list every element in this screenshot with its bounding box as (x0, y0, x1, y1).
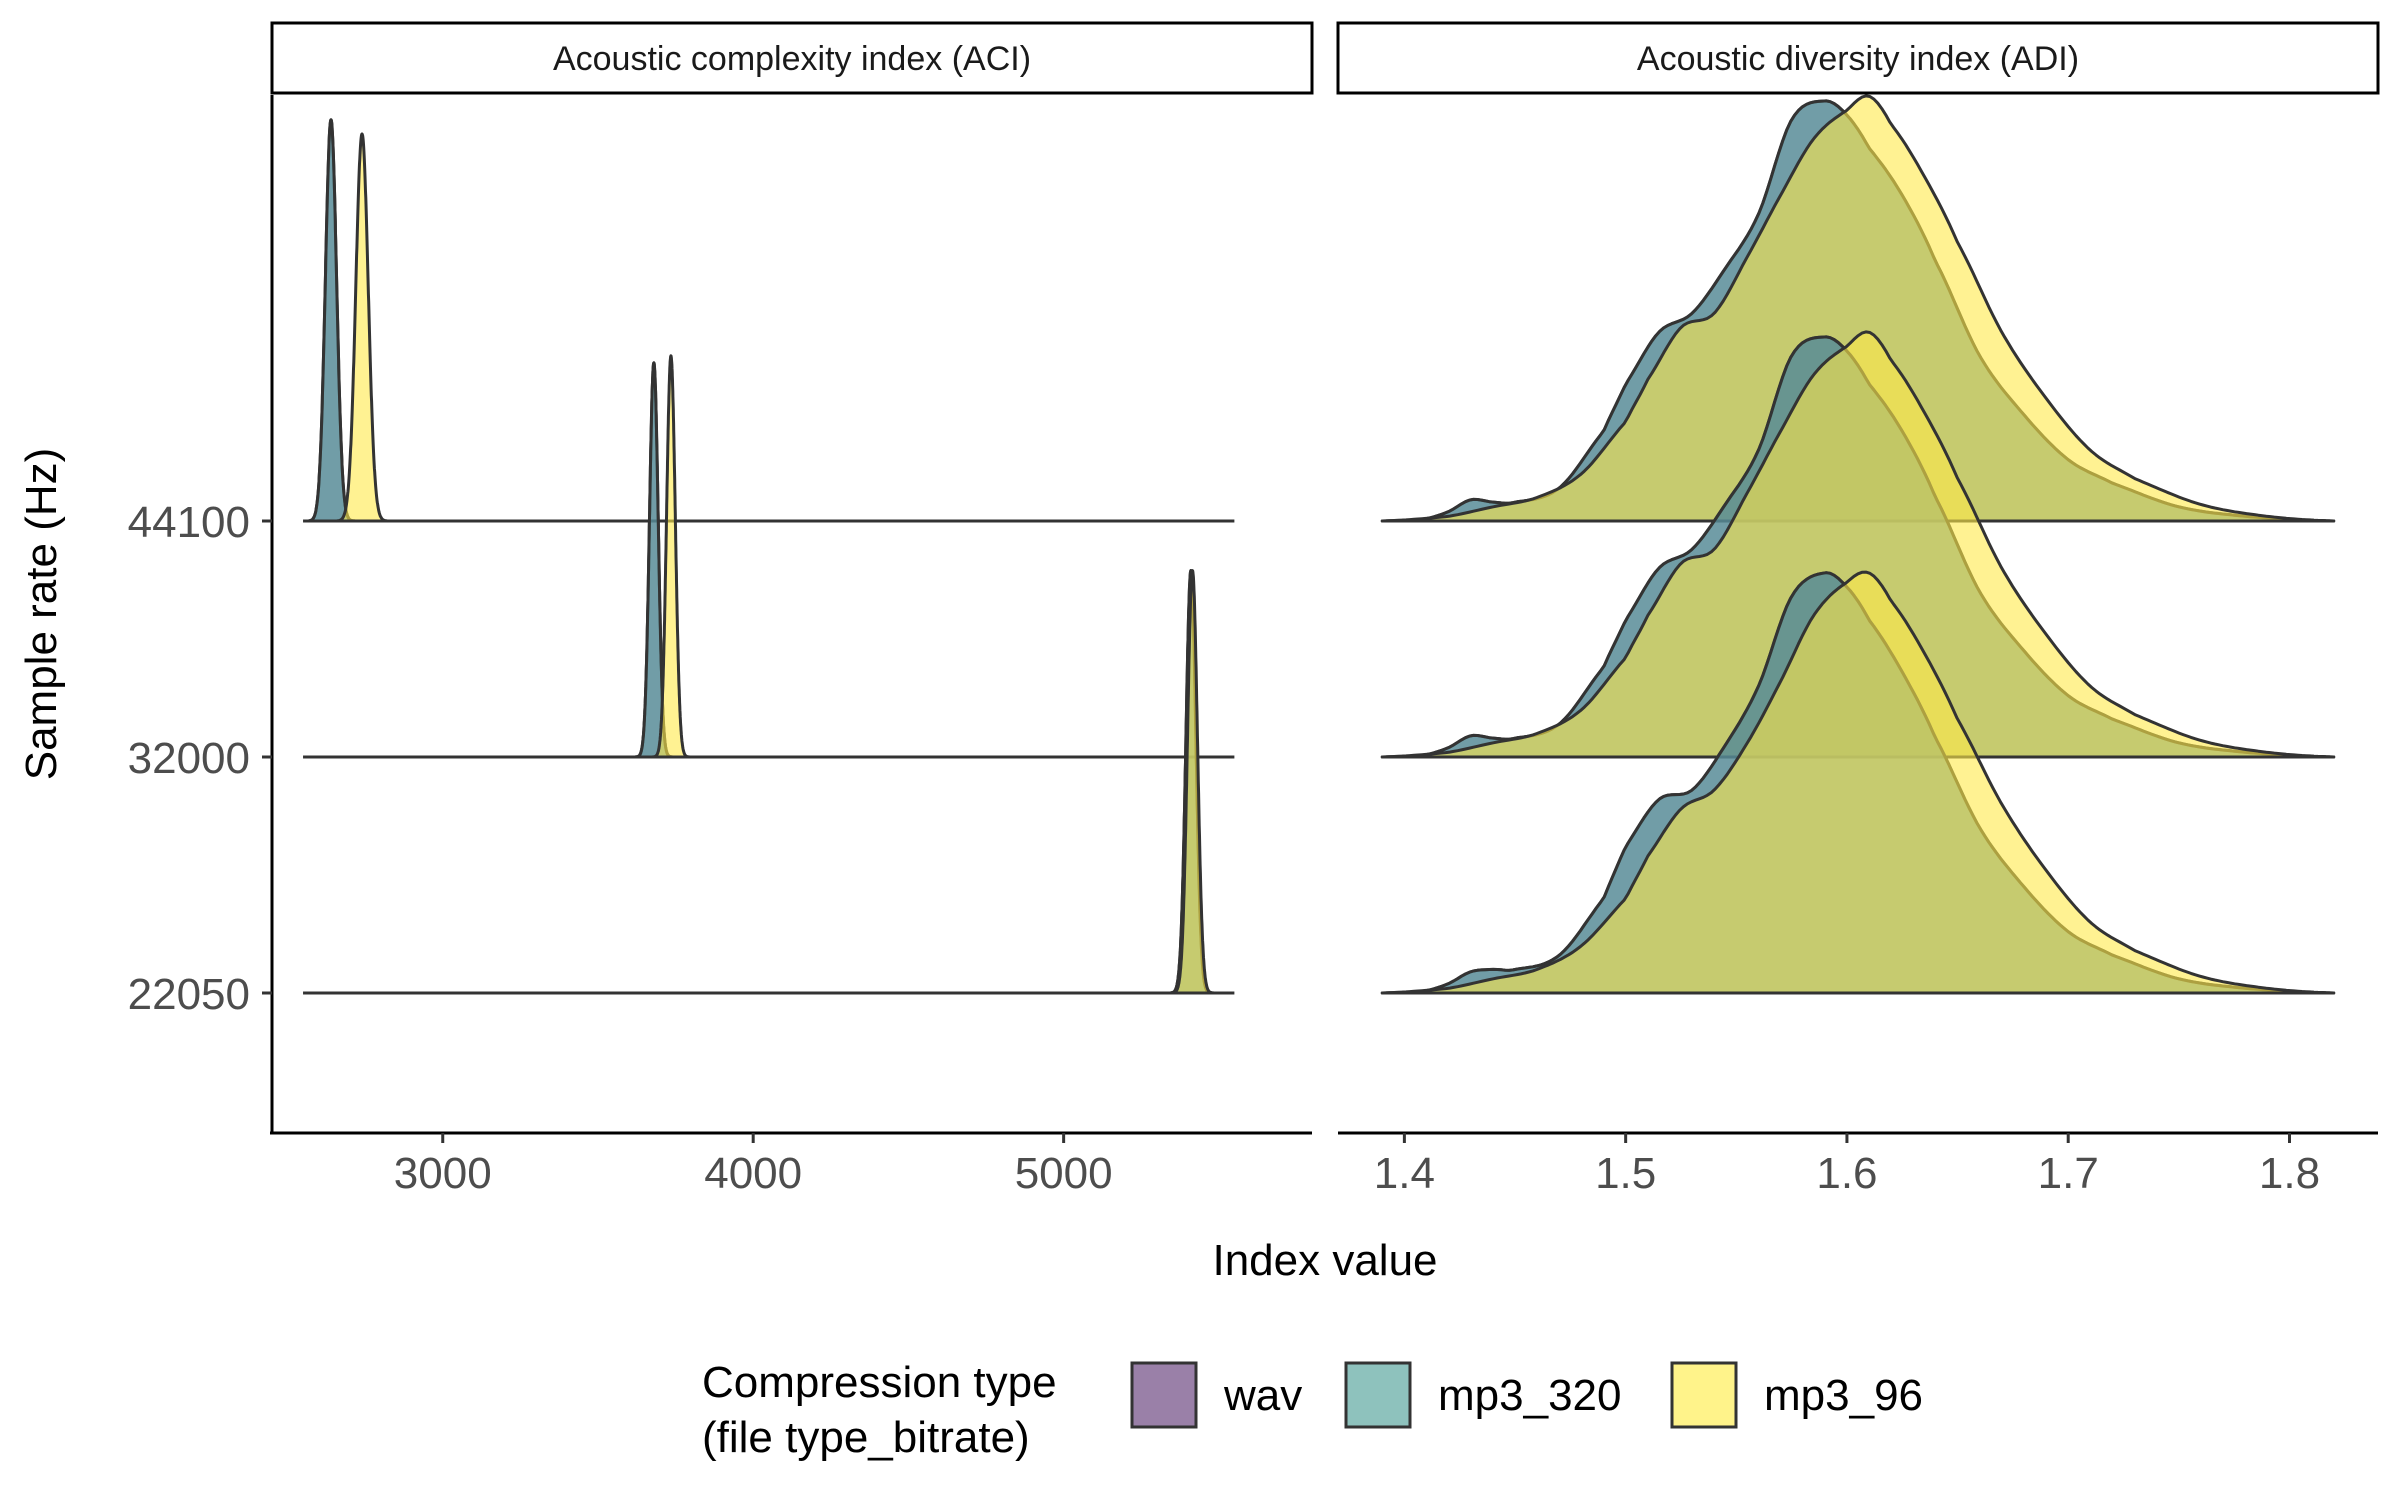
legend: Compression type (file type_bitrate) wav… (702, 1358, 1923, 1462)
density-mp3_96-44100 (335, 132, 389, 523)
y-tick-label: 32000 (128, 734, 250, 783)
x-tick-label: 1.7 (2038, 1149, 2099, 1198)
x-tick-label: 5000 (1015, 1149, 1113, 1198)
x-tick-label: 4000 (704, 1149, 802, 1198)
density-mp3_96-32000 (650, 354, 692, 759)
x-tick-label: 1.5 (1595, 1149, 1656, 1198)
y-axis-title: Sample rate (Hz) (17, 448, 66, 781)
legend-title-line1: Compression type (702, 1358, 1057, 1407)
panel-adi (1380, 94, 2336, 995)
density-mp3_96-44100 (1380, 94, 2336, 523)
y-tick-label: 22050 (128, 970, 250, 1019)
ridge-32000 (303, 354, 1235, 759)
x-ticks-adi: 1.4 1.5 1.6 1.7 1.8 (1374, 1133, 2320, 1198)
legend-title-line2: (file type_bitrate) (702, 1413, 1030, 1462)
facet-strip-adi: Acoustic diversity index (ADI) (1336, 21, 2380, 95)
x-tick-label: 1.8 (2259, 1149, 2320, 1198)
facet-title-aci: Acoustic complexity index (ACI) (553, 40, 1031, 78)
legend-label-wav: wav (1223, 1371, 1302, 1420)
density-mp3_96-22050 (1170, 569, 1229, 995)
x-tick-label: 3000 (394, 1149, 492, 1198)
legend-swatch-mp3_96 (1670, 1361, 1738, 1429)
ridge-22050 (1380, 570, 2336, 995)
y-tick-label: 44100 (128, 498, 250, 547)
ridge-44100 (303, 118, 1235, 523)
ridge-32000 (1380, 330, 2336, 759)
legend-keys: wav mp3_320 mp3_96 (1130, 1361, 1923, 1429)
y-ticks: 44100 32000 22050 (128, 498, 272, 1019)
x-ticks-aci: 3000 4000 5000 (394, 1133, 1113, 1198)
density-mp3_96-32000 (1380, 330, 2336, 759)
x-tick-label: 1.6 (1816, 1149, 1877, 1198)
legend-label-mp3_320: mp3_320 (1438, 1371, 1621, 1420)
legend-swatch-mp3_320 (1344, 1361, 1412, 1429)
x-tick-label: 1.4 (1374, 1149, 1435, 1198)
legend-label-mp3_96: mp3_96 (1764, 1371, 1923, 1420)
facet-strip-aci: Acoustic complexity index (ACI) (270, 21, 1314, 95)
x-axis-title: Index value (1212, 1236, 1437, 1285)
legend-swatch-wav (1130, 1361, 1198, 1429)
density-mp3_96-22050 (1380, 570, 2336, 995)
facet-title-adi: Acoustic diversity index (ADI) (1637, 40, 2079, 78)
panel-aci (303, 118, 1235, 995)
ridge-22050 (303, 569, 1235, 995)
